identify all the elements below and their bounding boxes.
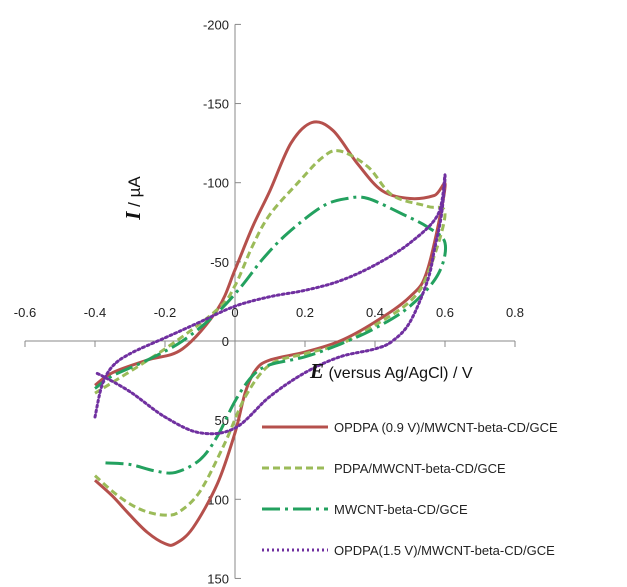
- y-tick-label: 0: [222, 334, 229, 349]
- y-axis-unit: / µA: [125, 176, 144, 212]
- y-tick-label: -50: [210, 255, 229, 270]
- legend-label-opdpa-0-9v: OPDPA (0.9 V)/MWCNT-beta-CD/GCE: [334, 420, 558, 435]
- series-line-mwcnt-beta-cd: [94, 195, 447, 475]
- legend-label-pdpa: PDPA/MWCNT-beta-CD/GCE: [334, 461, 506, 476]
- legend: OPDPA (0.9 V)/MWCNT-beta-CD/GCE PDPA/MWCN…: [262, 420, 558, 558]
- x-tick-label: -0.4: [84, 305, 106, 320]
- curves: [93, 120, 447, 547]
- y-tick-label: -150: [203, 97, 229, 112]
- series-line-opdpa-0-9v: [93, 120, 447, 547]
- x-tick-label: 0: [231, 305, 238, 320]
- y-tick-label: -200: [203, 17, 229, 32]
- y-axis-title: I / µA: [121, 176, 145, 221]
- x-tick-label: -0.2: [154, 305, 176, 320]
- x-tick-label: 0.6: [436, 305, 454, 320]
- series-line-pdpa: [93, 149, 447, 517]
- legend-label-opdpa-1-5v: OPDPA(1.5 V)/MWCNT-beta-CD/GCE: [334, 543, 555, 558]
- x-axis-symbol: E: [309, 359, 324, 383]
- x-tick-label: 0.2: [296, 305, 314, 320]
- y-tick-label: -100: [203, 176, 229, 191]
- y-axis-symbol: I: [121, 211, 145, 221]
- series-line-opdpa-1-5v: [93, 173, 447, 436]
- x-ticks: -0.6 -0.4 -0.2 0 0.2 0.4 0.6 0.8: [14, 305, 524, 347]
- y-tick-label: 150: [207, 571, 229, 586]
- x-tick-label: 0.8: [506, 305, 524, 320]
- x-tick-label: 0.4: [366, 305, 384, 320]
- x-tick-label: -0.6: [14, 305, 36, 320]
- x-axis-unit: (versus Ag/AgCl) / V: [324, 365, 473, 382]
- y-tick-label: 50: [215, 413, 229, 428]
- legend-label-mwcnt-beta-cd: MWCNT-beta-CD/GCE: [334, 502, 468, 517]
- axes: [25, 24, 515, 579]
- x-axis-title: E (versus Ag/AgCl) / V: [309, 359, 473, 383]
